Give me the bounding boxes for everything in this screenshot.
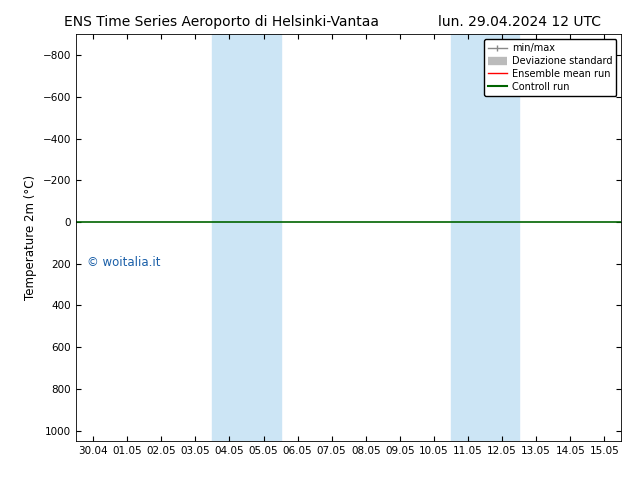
Text: lun. 29.04.2024 12 UTC: lun. 29.04.2024 12 UTC — [438, 15, 602, 29]
Legend: min/max, Deviazione standard, Ensemble mean run, Controll run: min/max, Deviazione standard, Ensemble m… — [484, 39, 616, 96]
Text: © woitalia.it: © woitalia.it — [87, 256, 160, 269]
Bar — [212, 34, 280, 441]
Bar — [451, 34, 519, 441]
Y-axis label: Temperature 2m (°C): Temperature 2m (°C) — [24, 175, 37, 300]
Text: ENS Time Series Aeroporto di Helsinki-Vantaa: ENS Time Series Aeroporto di Helsinki-Va… — [65, 15, 379, 29]
